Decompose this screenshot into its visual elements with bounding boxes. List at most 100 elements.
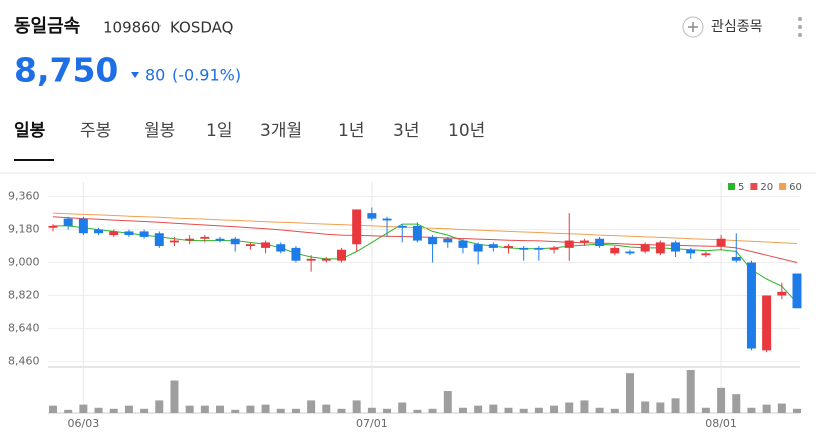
tab[interactable]: 월봉 [144,121,175,141]
volume-bar [79,404,88,413]
change: 80 [145,66,165,85]
candle-body [321,258,331,261]
plus-icon [688,22,698,32]
volume-bar [170,380,179,413]
volume-bar [367,407,376,413]
plus-circle [682,16,704,38]
candle-body [276,244,286,252]
candle-body [397,225,407,228]
volume-bar [443,390,452,413]
volume-bar [458,407,467,413]
tab[interactable]: 주봉 [80,121,111,141]
candle-body [534,247,544,250]
candle-body [777,291,787,296]
volume-bar [94,407,103,413]
candle-body [746,262,756,349]
volume-bar [519,408,528,413]
candle-body [336,249,346,261]
volume-bar [337,408,346,413]
y-tick-label: 9,360 [8,190,40,203]
candle-body [686,249,696,254]
volume-bar [322,404,331,413]
candle-body [428,236,438,245]
separator: · [158,20,162,35]
candle-body [671,242,681,252]
candle-body [261,242,271,248]
candle-body [291,247,301,261]
candle-body [519,247,529,250]
volume-bar [793,408,801,413]
volume-bar [550,405,559,413]
volume-bar [246,405,255,413]
dot [798,33,802,37]
candle-body [640,244,650,252]
y-tick-label: 8,820 [8,288,40,301]
tab[interactable]: 1일 [206,121,232,141]
volume-bar [276,408,285,413]
candle-body [200,236,210,239]
ma-line [53,223,798,304]
candle-body [443,238,453,243]
menu[interactable] [798,17,802,37]
volume-bar [291,408,300,413]
volume-bar [747,407,756,413]
volume-bar [200,405,209,413]
volume-bar [534,407,543,413]
volume-bar [641,401,650,413]
legend-swatch [750,183,758,190]
tab[interactable]: 3개월 [260,121,302,141]
volume-bar [474,405,483,413]
volume-bar [352,400,361,413]
chart: 9,360 9,180 9,000 8,820 8,640 8,460 06/03 07/01… [0,172,816,430]
market: KOSDAQ [170,19,233,37]
volume-bar [671,398,680,413]
volume-bar [717,387,726,413]
change-pct: (-0.91%) [172,66,241,85]
candle-body [124,231,134,236]
candle-body [762,295,772,351]
volume-bar [124,405,133,413]
volume-bar [140,408,149,413]
legend-label: 5 [738,182,744,193]
stock-name: 동일금속 [14,16,80,37]
stock-code: 109860 [103,19,160,37]
volume-bar [261,404,270,413]
volume-bar [625,373,634,413]
y-tick-label: 9,000 [8,256,40,269]
candle-body [595,238,605,247]
legend-swatch [728,183,735,190]
volume-bar [428,408,437,413]
down-arrow [131,72,139,78]
candle-body [78,218,88,234]
volume-bar [565,402,574,413]
price: 8,750 [14,51,118,90]
x-tick-label: 08/01 [705,417,737,430]
volume-bar [307,400,316,413]
tab[interactable]: 일봉 [14,121,46,141]
volume-bar [155,400,164,413]
watch-button[interactable]: 관심종목 [682,16,763,38]
candle-body [94,229,104,234]
candle-body [792,273,802,309]
candle-body [48,225,58,228]
candle-body [655,242,665,254]
candle-body [63,218,73,226]
volume-bar [413,409,422,413]
volume-bar [216,405,225,413]
candle-body [625,251,635,254]
legend-label: 20 [760,182,773,193]
candle-body [352,209,362,245]
candle-body [412,225,422,241]
volume-bar [762,404,771,413]
candle-body [473,244,483,252]
ma-line [52,216,798,263]
y-tick-label: 8,460 [8,354,40,367]
volume-bar [610,408,619,413]
tab[interactable]: 3년 [393,121,419,141]
candle-body [458,240,468,248]
tab[interactable]: 1년 [338,121,364,141]
tab[interactable]: 10년 [448,121,485,141]
dot [798,25,802,29]
x-tick-label: 07/01 [356,417,388,430]
